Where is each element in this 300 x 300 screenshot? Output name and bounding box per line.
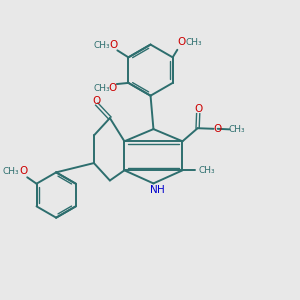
Text: O: O: [92, 96, 100, 106]
Text: CH₃: CH₃: [93, 84, 110, 93]
Text: O: O: [194, 104, 202, 114]
Text: CH₃: CH₃: [94, 41, 111, 50]
Text: CH₃: CH₃: [199, 166, 215, 175]
Text: O: O: [109, 40, 117, 50]
Text: O: O: [109, 83, 117, 93]
Text: O: O: [20, 167, 28, 176]
Text: N: N: [150, 185, 158, 195]
Text: H: H: [157, 185, 165, 195]
Text: O: O: [178, 37, 186, 47]
Text: CH₃: CH₃: [229, 125, 245, 134]
Text: O: O: [214, 124, 222, 134]
Text: CH₃: CH₃: [3, 167, 20, 176]
Text: CH₃: CH₃: [186, 38, 202, 47]
